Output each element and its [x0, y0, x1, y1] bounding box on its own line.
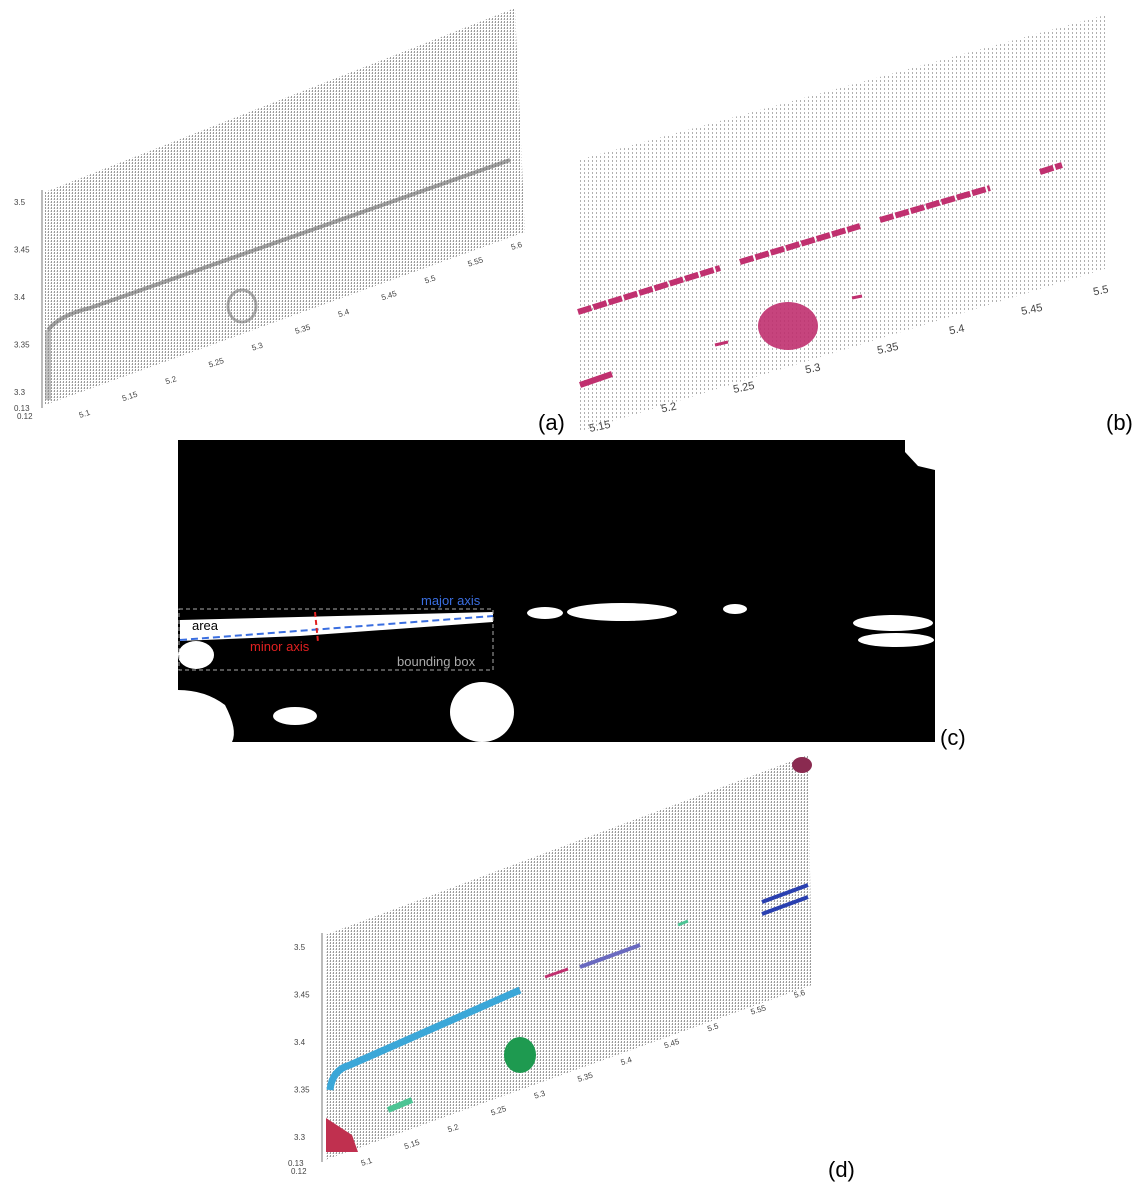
tick-label: 5.5 [1092, 284, 1109, 299]
panel-b [577, 15, 1108, 432]
pothole [758, 302, 818, 350]
tick-label: 3.5 [14, 198, 26, 207]
tick-label: 5.15 [403, 1138, 421, 1152]
tick-label: 5.55 [467, 255, 485, 269]
panel-c: area major axis minor axis bounding box [178, 440, 935, 742]
tick-label: 5.4 [948, 323, 965, 338]
tick-label: 5.1 [78, 408, 92, 420]
crack [577, 162, 1063, 315]
crack [579, 371, 613, 388]
tick-label: 3.3 [294, 1133, 306, 1142]
point-cloud [45, 8, 525, 405]
tick-label: 5.5 [423, 273, 437, 285]
regions [178, 440, 935, 742]
tick-label: 5.45 [663, 1037, 681, 1051]
segment [386, 1097, 414, 1113]
segment [504, 1037, 536, 1073]
tick-label: 5.5 [706, 1021, 720, 1033]
bounding-box [178, 608, 494, 671]
tick-label: 5.3 [533, 1089, 547, 1101]
tick-label: 0.12 [17, 412, 33, 421]
point-cloud [578, 15, 1108, 432]
tick-label: 0.12 [291, 1167, 307, 1176]
tick-label: 3.5 [294, 943, 306, 952]
tick-label: 5.2 [164, 374, 178, 386]
annotation: bounding box [397, 654, 476, 669]
blob [226, 288, 258, 324]
annotation: major axis [421, 593, 481, 608]
segment [544, 967, 569, 979]
tick-label: 3.45 [294, 991, 310, 1000]
tick-label: 0.13 [14, 404, 30, 413]
tick-label: 5.4 [620, 1055, 634, 1067]
panel-d [321, 755, 812, 1162]
tick-label: 5.35 [876, 341, 899, 357]
tick-label: 5.35 [576, 1070, 594, 1084]
point-cloud [325, 755, 812, 1160]
tick-label: 5.15 [121, 390, 139, 404]
tick-label: 3.35 [294, 1086, 310, 1095]
tick-label: 5.2 [660, 401, 677, 416]
tick-label: 5.6 [510, 240, 524, 252]
tick-label: 3.45 [14, 246, 30, 255]
tick-label: 5.6 [793, 988, 807, 1000]
tick-label: 5.2 [446, 1122, 460, 1134]
panel-label: (b) [1106, 410, 1133, 435]
minor-axis [314, 611, 319, 643]
tick-label: 5.3 [804, 362, 821, 377]
segment [326, 1118, 358, 1152]
tick-label: 5.3 [251, 341, 265, 353]
major-axis [179, 615, 494, 641]
annotation: area [192, 618, 219, 633]
tick-label: 5.45 [380, 289, 398, 303]
ridge [46, 158, 511, 332]
segment [579, 943, 641, 969]
panel-label: (d) [828, 1157, 855, 1182]
panel-a [41, 8, 525, 408]
tick-label: 5.1 [360, 1156, 374, 1168]
tick-label: 5.25 [732, 380, 755, 396]
tick-label: 3.35 [14, 341, 30, 350]
tick-label: 3.4 [14, 293, 26, 302]
annotation: minor axis [250, 639, 310, 654]
tick-label: 3.4 [294, 1038, 306, 1047]
binary-image [178, 440, 935, 742]
panel-label: (c) [940, 725, 966, 750]
tick-label: 5.15 [588, 419, 611, 435]
tick-label: 5.4 [337, 307, 351, 319]
tick-label: 5.25 [207, 356, 225, 370]
tick-label: 0.13 [288, 1159, 304, 1168]
panel-label: (a) [538, 410, 565, 435]
segment [326, 986, 522, 1091]
tick-label: 5.35 [294, 322, 312, 336]
segment [761, 883, 809, 916]
segment [792, 757, 812, 773]
tick-label: 5.25 [490, 1104, 508, 1118]
tick-label: 5.45 [1020, 302, 1043, 318]
crack [714, 294, 863, 347]
tick-label: 3.3 [14, 388, 26, 397]
segment [677, 919, 689, 927]
